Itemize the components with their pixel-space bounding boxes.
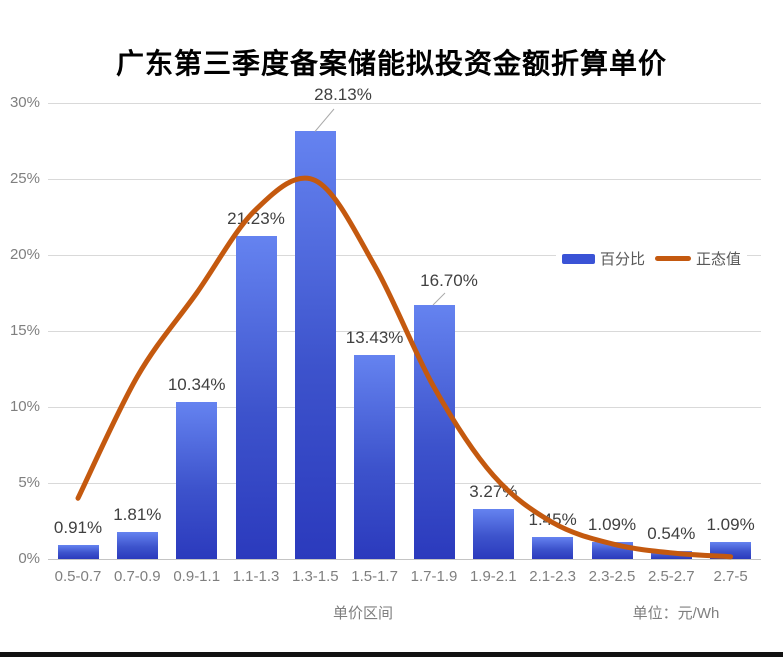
gridline: [48, 103, 761, 104]
x-axis-tick-label: 0.5-0.7: [54, 568, 102, 585]
y-axis-tick-label: 10%: [9, 398, 40, 415]
x-axis-tick-label: 1.5-1.7: [351, 568, 398, 585]
gridline: [48, 559, 761, 560]
bar-value-label: 1.09%: [706, 515, 755, 535]
bar: [57, 545, 99, 559]
bar-value-label: 28.13%: [314, 85, 372, 104]
x-axis-tick-label: 2.3-2.5: [588, 568, 636, 585]
x-axis-tick-label: 1.1-1.3: [232, 568, 280, 585]
gridline: [48, 331, 761, 332]
label-leader-line: [314, 108, 335, 132]
bar: [354, 354, 396, 559]
bar: [532, 537, 574, 559]
bar-value-label: 1.09%: [587, 515, 637, 535]
bar-series-swatch-icon: [562, 253, 595, 264]
y-axis-tick-label: 15%: [9, 322, 40, 339]
y-axis-tick-label: 5%: [18, 474, 40, 491]
bar-value-label: 0.54%: [647, 523, 696, 543]
bar-value-label: 10.34%: [167, 374, 226, 394]
y-axis-tick-label: 0%: [18, 550, 40, 567]
x-axis-tick-label: 0.7-0.9: [113, 568, 161, 585]
x-axis-tick-label: 0.9-1.1: [173, 568, 221, 585]
x-axis-tick-label: 2.5-2.7: [647, 568, 695, 585]
legend: 百分比 正态值: [556, 245, 748, 272]
bar-value-label: 13.43%: [345, 327, 404, 347]
x-axis-tick-label: 2.7-5: [713, 568, 748, 585]
bar: [235, 236, 277, 559]
gridline: [48, 483, 761, 484]
bar: [413, 305, 455, 559]
bar-value-label: 3.27%: [469, 482, 518, 502]
x-axis-tick-label: 1.7-1.9: [410, 568, 458, 585]
bar-value-label: 16.70%: [420, 271, 478, 290]
bar: [710, 542, 752, 559]
bar: [650, 550, 692, 559]
label-leader-line: [432, 292, 446, 306]
bar-value-label: 0.91%: [53, 518, 103, 538]
bar: [116, 531, 158, 559]
window-bottom-edge: [0, 652, 783, 657]
bar: [472, 509, 514, 559]
chart-title: 广东第三季度备案储能拟投资金额折算单价: [115, 48, 667, 79]
line-series-swatch-icon: [655, 256, 692, 261]
bar-value-label: 1.45%: [528, 510, 577, 529]
y-axis-tick-label: 20%: [9, 246, 40, 263]
x-axis-title: 单价区间: [332, 605, 394, 622]
gridline: [48, 407, 761, 408]
unit-label: 单位：元/Wh: [632, 605, 720, 622]
x-axis-tick-label: 1.3-1.5: [291, 568, 339, 585]
x-axis-tick-label: 2.1-2.3: [529, 568, 576, 585]
legend-label-normal: 正态值: [696, 251, 742, 268]
y-axis-tick-label: 30%: [9, 94, 40, 111]
bar-value-label: 21.23%: [227, 209, 285, 229]
bar: [591, 542, 633, 559]
gridline: [48, 179, 761, 180]
bar: [176, 401, 218, 559]
x-axis-tick-label: 1.9-2.1: [469, 568, 517, 585]
bar: [294, 131, 336, 559]
bar-value-label: 1.81%: [113, 504, 162, 524]
y-axis-tick-label: 25%: [9, 170, 40, 187]
legend-label-percentage: 百分比: [600, 251, 646, 268]
